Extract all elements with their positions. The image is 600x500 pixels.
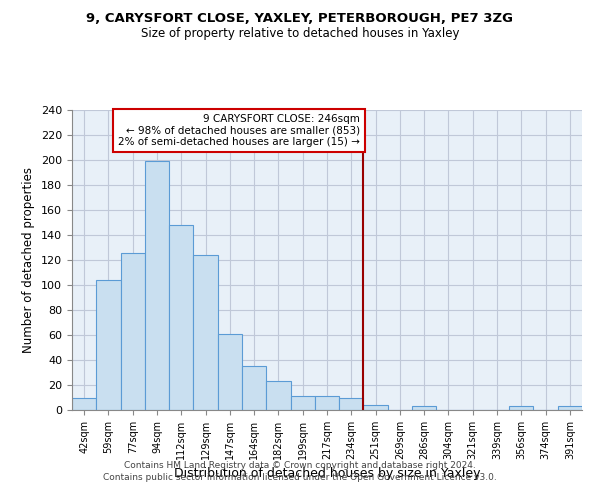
Text: Size of property relative to detached houses in Yaxley: Size of property relative to detached ho… xyxy=(141,28,459,40)
Bar xyxy=(266,381,290,410)
Bar xyxy=(558,406,582,410)
Bar xyxy=(412,406,436,410)
Bar xyxy=(339,398,364,410)
Bar xyxy=(72,398,96,410)
Bar xyxy=(290,396,315,410)
Bar xyxy=(509,406,533,410)
Bar xyxy=(315,396,339,410)
Bar xyxy=(364,405,388,410)
Bar xyxy=(145,161,169,410)
Bar xyxy=(193,255,218,410)
Bar xyxy=(242,366,266,410)
Y-axis label: Number of detached properties: Number of detached properties xyxy=(22,167,35,353)
Bar xyxy=(169,225,193,410)
Bar xyxy=(121,252,145,410)
Text: Contains HM Land Registry data © Crown copyright and database right 2024.
Contai: Contains HM Land Registry data © Crown c… xyxy=(103,461,497,482)
Bar xyxy=(96,280,121,410)
X-axis label: Distribution of detached houses by size in Yaxley: Distribution of detached houses by size … xyxy=(174,468,480,480)
Text: 9, CARYSFORT CLOSE, YAXLEY, PETERBOROUGH, PE7 3ZG: 9, CARYSFORT CLOSE, YAXLEY, PETERBOROUGH… xyxy=(86,12,514,26)
Bar xyxy=(218,334,242,410)
Text: 9 CARYSFORT CLOSE: 246sqm
← 98% of detached houses are smaller (853)
2% of semi-: 9 CARYSFORT CLOSE: 246sqm ← 98% of detac… xyxy=(118,114,360,147)
